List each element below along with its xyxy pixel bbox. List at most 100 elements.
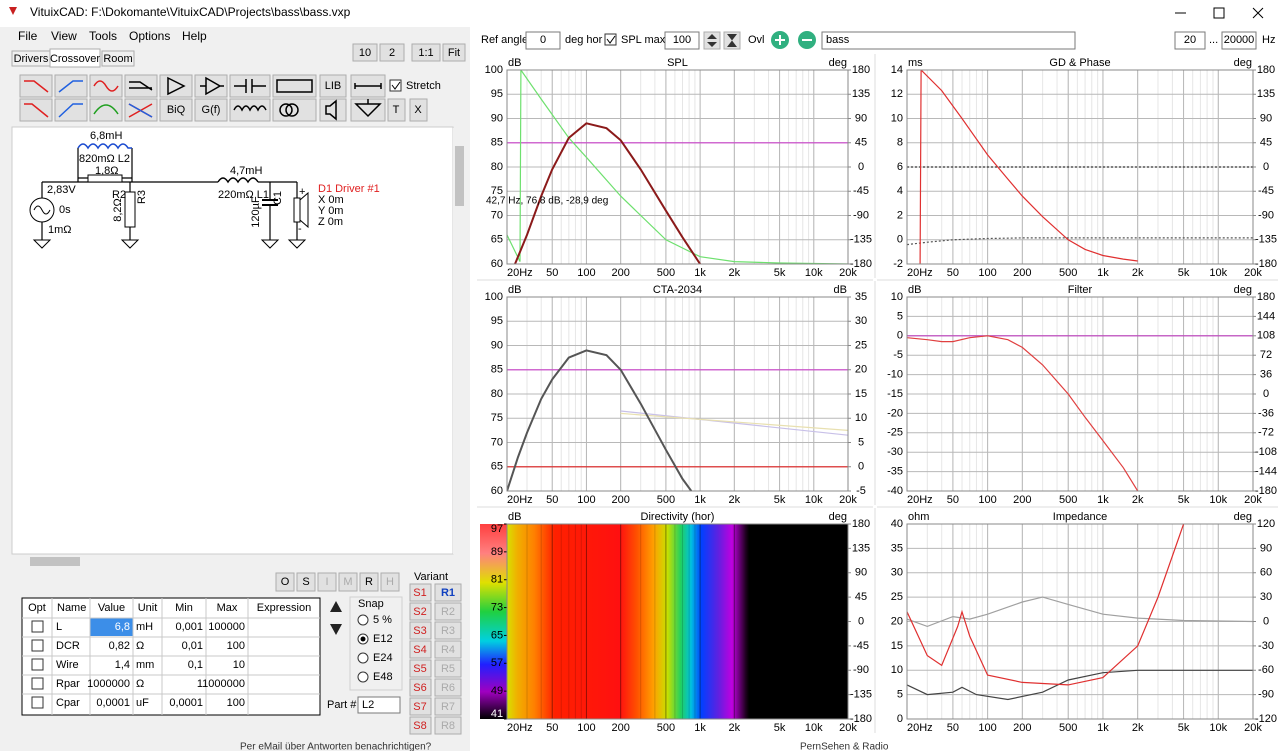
toolbar-icon <box>93 104 119 115</box>
part-button[interactable] <box>296 572 316 592</box>
variant-r-button[interactable] <box>434 621 462 640</box>
variant-r-button[interactable] <box>434 716 462 735</box>
v-scroll-thumb[interactable] <box>455 146 464 206</box>
tab[interactable] <box>49 48 101 68</box>
overlay-input[interactable] <box>821 31 1076 50</box>
toolbar-icon <box>279 103 299 117</box>
part-button[interactable] <box>359 572 379 592</box>
zoom-button[interactable] <box>379 43 405 62</box>
variant-s-button[interactable] <box>409 678 432 697</box>
y2-tick-label: -5 <box>856 485 866 497</box>
variant-s-button[interactable] <box>409 602 432 621</box>
plot-border <box>906 69 1254 265</box>
toolbar-button[interactable] <box>319 98 347 122</box>
variant-s-button[interactable] <box>409 640 432 659</box>
part-button[interactable] <box>275 572 295 592</box>
toolbar-button[interactable] <box>159 74 193 98</box>
opt-checkbox[interactable] <box>31 677 44 690</box>
toolbar-button[interactable] <box>19 74 53 98</box>
variant-s-button[interactable] <box>409 621 432 640</box>
y2-tick-label: 20 <box>855 364 867 376</box>
spin-button[interactable] <box>703 31 721 50</box>
fmax-input[interactable] <box>1221 31 1257 50</box>
opt-checkbox[interactable] <box>31 658 44 671</box>
y2-tick-label: 144 <box>1257 310 1275 322</box>
selected-cell[interactable] <box>90 618 133 636</box>
close-button[interactable] <box>1252 7 1264 19</box>
variant-r-button[interactable] <box>434 602 462 621</box>
variant-s-button[interactable] <box>409 716 432 735</box>
table-header: Opt <box>28 602 46 614</box>
colorbar-label: 49 <box>491 685 503 697</box>
opt-checkbox[interactable] <box>31 696 44 709</box>
y2-tick-label: 60 <box>1260 567 1272 579</box>
cell-unit: Ω <box>136 640 144 652</box>
part-button[interactable] <box>380 572 400 592</box>
toolbar-button[interactable] <box>124 74 158 98</box>
maximize-button[interactable] <box>1213 7 1225 19</box>
snap-option: 5 % <box>373 614 392 626</box>
spl-max-checkbox[interactable] <box>604 33 617 46</box>
opt-checkbox[interactable] <box>31 639 44 652</box>
ref-angle-input[interactable] <box>525 31 561 50</box>
toolbar-button[interactable] <box>159 98 193 122</box>
y-tick-label: 100 <box>485 291 503 303</box>
plot-border <box>906 296 1254 492</box>
zoom-button[interactable] <box>442 43 466 62</box>
variant-s-button[interactable] <box>409 697 432 716</box>
h-scrollbar[interactable] <box>12 555 453 568</box>
y-tick-label: 85 <box>491 364 503 376</box>
variant-s-button[interactable] <box>409 583 432 602</box>
h-scroll-thumb[interactable] <box>30 557 80 566</box>
variant-r-button[interactable] <box>434 697 462 716</box>
y2-unit: deg <box>829 57 847 69</box>
opt-checkbox[interactable] <box>31 620 44 633</box>
toolbar-button[interactable] <box>194 98 228 122</box>
label: X 0m <box>318 194 344 206</box>
colorbar-label: 89 <box>491 546 503 558</box>
toolbar-button[interactable] <box>409 98 428 122</box>
y2-tick-label: 0 <box>858 461 864 473</box>
toolbar-button[interactable] <box>194 74 228 98</box>
x-label: X <box>414 104 422 116</box>
snap-radio[interactable] <box>357 652 369 664</box>
toolbar-button[interactable] <box>19 98 53 122</box>
colorbar-label: 73 <box>491 601 503 613</box>
toolbar-button[interactable] <box>229 74 271 98</box>
zoom-button[interactable] <box>352 43 378 62</box>
variant-r-button[interactable] <box>434 659 462 678</box>
v-scrollbar[interactable] <box>453 128 466 554</box>
variant-r-button[interactable] <box>434 640 462 659</box>
zoom-button[interactable] <box>411 43 441 62</box>
toolbar-button[interactable] <box>387 98 406 122</box>
variant-r-button[interactable] <box>434 678 462 697</box>
resistor-rpar <box>87 174 123 183</box>
toolbar-button[interactable] <box>272 74 317 98</box>
fmin-input[interactable] <box>1174 31 1206 50</box>
tab[interactable] <box>101 50 135 67</box>
snap-radio[interactable] <box>357 671 369 683</box>
ovl-label: Ovl <box>748 34 765 46</box>
curve <box>507 70 848 264</box>
y2-tick-label: 180 <box>1257 64 1275 76</box>
label: 8,2Ω <box>112 198 124 222</box>
part-input[interactable] <box>357 696 401 714</box>
y2-tick-label: 30 <box>1260 591 1272 603</box>
toolbar-button[interactable] <box>54 74 88 98</box>
variant-s-button[interactable] <box>409 659 432 678</box>
toolbar-button[interactable] <box>54 98 88 122</box>
cell-max: 100 <box>227 697 245 709</box>
y-tick-label: 70 <box>491 209 503 221</box>
part-button[interactable] <box>338 572 358 592</box>
part-button[interactable] <box>317 572 337 592</box>
toolbar-button[interactable] <box>89 98 123 122</box>
move-buttons[interactable] <box>330 601 342 635</box>
variant-r-button[interactable] <box>434 583 462 602</box>
y-tick-label: 10 <box>891 112 903 124</box>
stretch-checkbox[interactable] <box>389 79 402 92</box>
spl-max-input[interactable] <box>664 31 700 50</box>
toolbar-button[interactable] <box>319 74 347 98</box>
menu-item: Options <box>129 29 170 43</box>
snap-radio[interactable] <box>357 614 369 626</box>
variant-r-label: R5 <box>441 663 455 675</box>
